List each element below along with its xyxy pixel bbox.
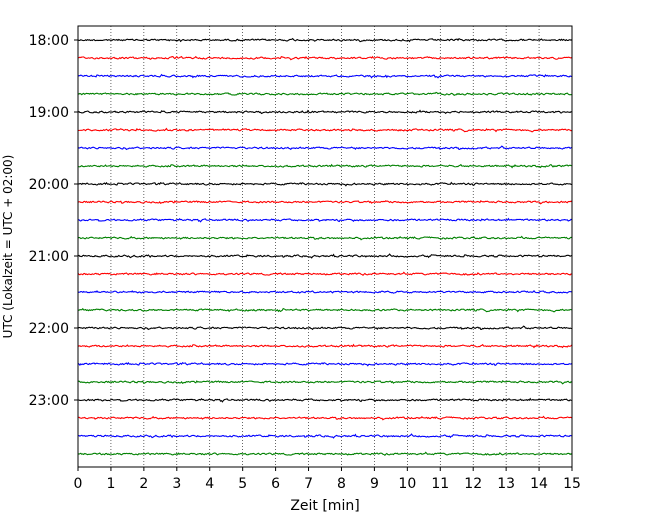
trace-2000	[77, 181, 573, 187]
y-tick-label: 22:00	[29, 321, 69, 337]
x-tick-label: 12	[464, 476, 482, 492]
trace-1930	[77, 145, 573, 151]
trace-2330	[77, 433, 573, 439]
trace-1800	[77, 37, 573, 43]
x-tick-label: 2	[139, 476, 148, 492]
trace-2145	[77, 307, 573, 313]
x-tick-label: 8	[337, 476, 346, 492]
x-tick-label: 3	[172, 476, 181, 492]
x-tick-label: 7	[304, 476, 313, 492]
x-tick-label: 6	[271, 476, 280, 492]
trace-1900	[77, 109, 573, 115]
trace-2115	[77, 271, 573, 277]
x-axis-label: Zeit [min]	[290, 498, 359, 514]
trace-1845	[77, 91, 573, 97]
trace-2345	[77, 451, 573, 457]
trace-2030	[78, 217, 573, 223]
trace-2300	[77, 397, 573, 403]
y-tick-label: 18:00	[29, 33, 69, 49]
y-axis-label: UTC (Lokalzeit = UTC + 02:00)	[1, 155, 15, 339]
trace-2230	[77, 361, 573, 367]
trace-1945	[77, 163, 573, 169]
x-tick-label: 11	[431, 476, 449, 492]
x-tick-label: 5	[238, 476, 247, 492]
trace-2315	[77, 415, 573, 421]
trace-1815	[77, 55, 573, 61]
y-tick-label: 23:00	[29, 393, 69, 409]
plot-frame	[77, 25, 573, 468]
x-tick-label: 13	[497, 476, 515, 492]
trace-2130	[77, 289, 573, 294]
trace-2200	[77, 325, 573, 331]
y-tick-label: 20:00	[29, 177, 69, 193]
trace-2100	[77, 253, 573, 259]
x-tick-label: 15	[563, 476, 581, 492]
x-tick-label: 9	[370, 476, 379, 492]
y-tick-label: 19:00	[29, 105, 69, 121]
trace-layer	[77, 37, 573, 457]
trace-2245	[77, 379, 573, 385]
trace-2015	[77, 199, 573, 205]
tick-layer: 0 1 2 3 4 5 6 7 8 9 10 11 12 13 14 1518:0019:0020:0021:…	[29, 33, 581, 492]
trace-1830	[77, 73, 573, 79]
trace-2215	[77, 343, 573, 349]
x-tick-label: 14	[530, 476, 548, 492]
trace-2045	[77, 235, 573, 241]
y-tick-label: 21:00	[29, 249, 69, 265]
x-tick-label: 4	[205, 476, 214, 492]
x-tick-label: 10	[398, 476, 416, 492]
x-tick-label: 0	[74, 476, 83, 492]
trace-1915	[77, 127, 573, 133]
x-tick-label: 1	[106, 476, 115, 492]
